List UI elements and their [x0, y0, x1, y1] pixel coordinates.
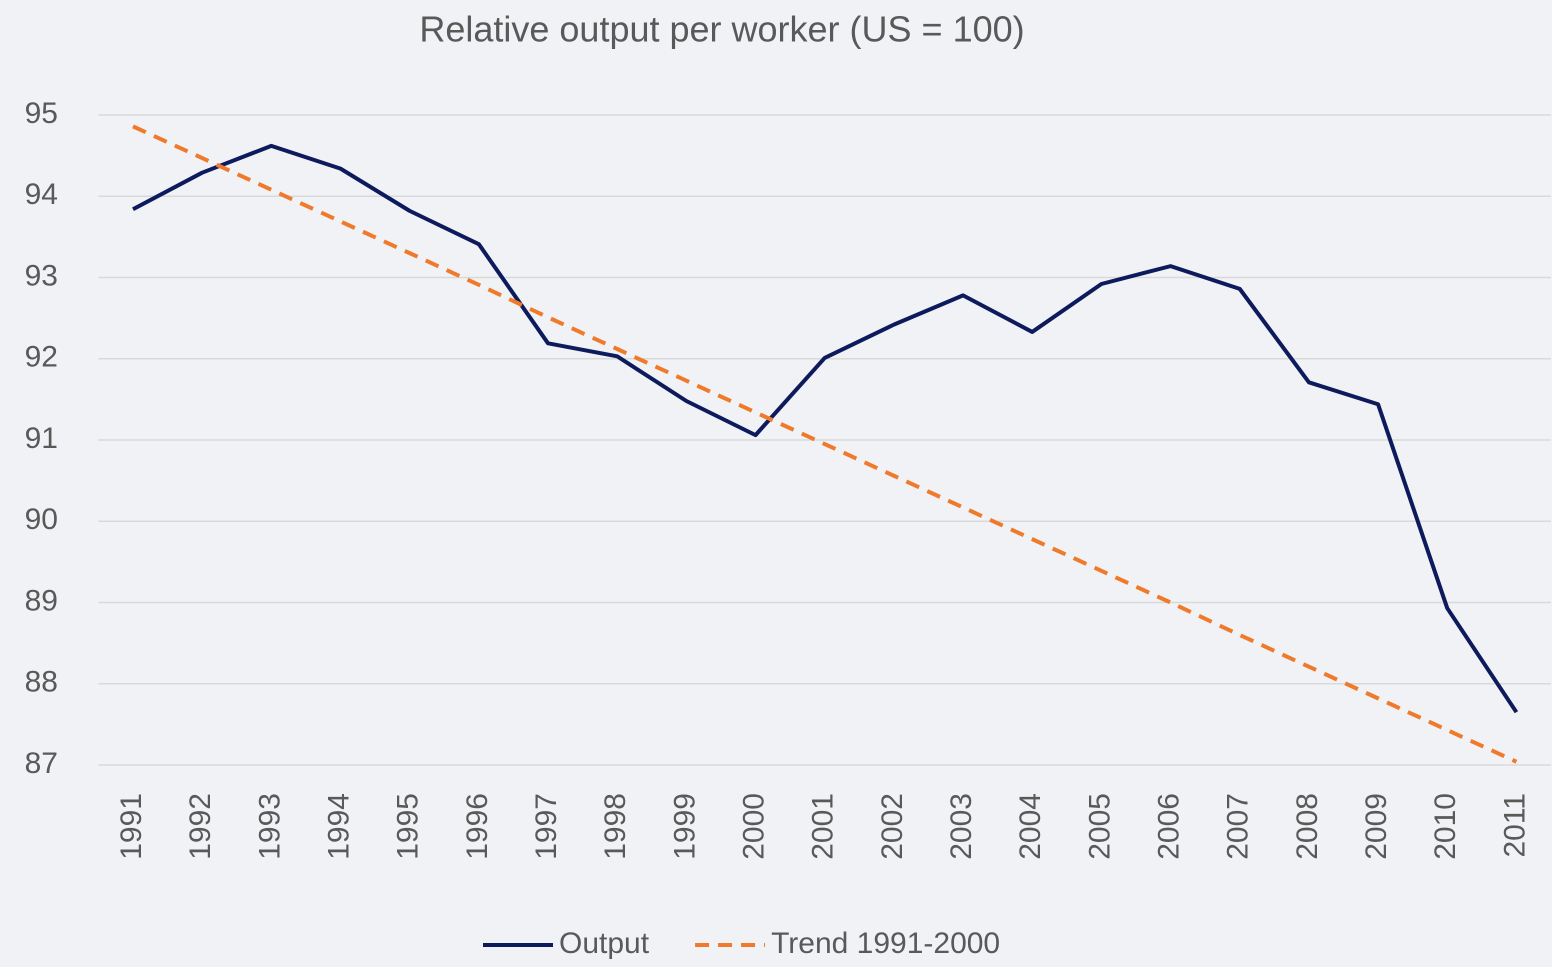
- y-tick-label: 89: [25, 584, 58, 617]
- x-tick-label: 1994: [322, 793, 355, 860]
- y-tick-label: 88: [25, 666, 58, 699]
- x-tick-label: 2002: [876, 793, 909, 860]
- x-tick-label: 2008: [1291, 793, 1324, 860]
- x-tick-label: 1997: [530, 793, 563, 860]
- y-tick-label: 90: [25, 503, 58, 536]
- y-tick-label: 91: [25, 422, 58, 455]
- x-tick-label: 1991: [115, 793, 148, 860]
- x-tick-label: 2004: [1014, 793, 1047, 860]
- chart-title: Relative output per worker (US = 100): [419, 9, 1024, 50]
- x-tick-label: 2006: [1152, 793, 1185, 860]
- x-tick-label: 1999: [668, 793, 701, 860]
- x-tick-label: 2009: [1360, 793, 1393, 860]
- x-tick-label: 2007: [1222, 793, 1255, 860]
- y-tick-label: 92: [25, 341, 58, 374]
- y-tick-label: 93: [25, 259, 58, 292]
- x-tick-label: 1996: [461, 793, 494, 860]
- y-tick-label: 87: [25, 747, 58, 780]
- x-tick-label: 1995: [392, 793, 425, 860]
- x-tick-label: 2001: [807, 793, 840, 860]
- series-line: [132, 124, 1518, 764]
- x-tick-label: 2005: [1083, 793, 1116, 860]
- x-tick-label: 2003: [945, 793, 978, 860]
- x-tick-label: 2011: [1498, 793, 1531, 858]
- series-line: [132, 143, 1519, 714]
- x-tick-label: 1993: [253, 793, 286, 860]
- y-tick-label: 94: [25, 178, 58, 211]
- legend-label: Output: [559, 927, 650, 960]
- x-tick-label: 2000: [737, 793, 770, 860]
- x-tick-label: 1992: [184, 793, 217, 860]
- x-tick-label: 2010: [1429, 793, 1462, 860]
- y-tick-label: 95: [25, 97, 58, 130]
- x-tick-label: 1998: [599, 793, 632, 860]
- legend-label: Trend 1991-2000: [771, 927, 1000, 960]
